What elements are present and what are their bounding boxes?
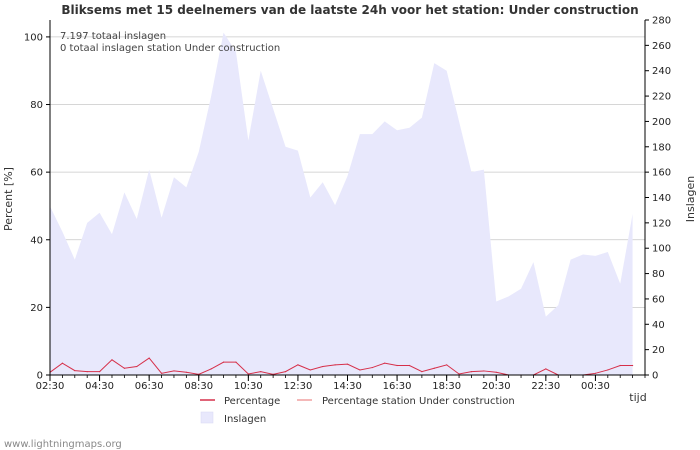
y-left-tick-label-4: 80 xyxy=(30,100,43,111)
percentage-point-7 xyxy=(136,365,138,368)
y-left-tick-label-2: 40 xyxy=(30,235,43,246)
percentage-point-27 xyxy=(384,362,386,364)
x-tick-label-5: 12:30 xyxy=(284,381,313,392)
percentage-point-20 xyxy=(297,364,299,366)
series-inslagen-area xyxy=(50,32,633,376)
x-tick-label-2: 06:30 xyxy=(135,381,164,392)
total-strikes-note: 7.197 totaal inslagen xyxy=(60,31,166,42)
percentage-point-34 xyxy=(470,371,473,373)
x-tick-label-11: 00:30 xyxy=(581,381,610,392)
x-tick-label-6: 14:30 xyxy=(333,381,362,392)
y-right-tick-label-12: 240 xyxy=(652,66,671,77)
y-right-tick-label-4: 80 xyxy=(652,269,665,280)
y-axis-left-title: Percent [%] xyxy=(2,167,15,231)
percentage-point-1 xyxy=(61,362,64,364)
percentage-point-23 xyxy=(334,364,336,366)
percentage-point-32 xyxy=(446,364,448,366)
percentage-point-10 xyxy=(173,370,175,372)
percentage-point-11 xyxy=(185,371,187,373)
y-right-tick-label-2: 40 xyxy=(652,320,665,331)
y-right-tick-label-8: 160 xyxy=(652,168,671,179)
percentage-point-26 xyxy=(371,366,373,369)
percentage-point-31 xyxy=(433,367,435,369)
percentage-point-16 xyxy=(247,373,249,375)
percentage-point-24 xyxy=(346,363,349,365)
series-percentage-line xyxy=(49,357,633,376)
percentage-point-8 xyxy=(148,357,150,359)
axis-layer: 0 20 40 60 80 100 0 20 40 60 80 100 120 140 160 180 200 2… xyxy=(24,16,671,393)
y-right-tick-label-13: 260 xyxy=(652,41,671,52)
percentage-point-25 xyxy=(359,369,361,371)
percentage-point-14 xyxy=(222,361,225,363)
percentage-point-9 xyxy=(160,372,163,374)
percentage-point-44 xyxy=(594,372,597,374)
y-right-tick-label-10: 200 xyxy=(652,117,671,128)
legend-strikes-swatch xyxy=(200,411,214,424)
percentage-point-5 xyxy=(111,359,113,361)
percentage-point-33 xyxy=(458,373,460,375)
legend-percentage-label: Percentage xyxy=(224,396,280,407)
percentage-point-46 xyxy=(619,364,621,367)
percentage-point-17 xyxy=(260,371,262,373)
percentage-point-45 xyxy=(607,369,609,371)
percentage-point-30 xyxy=(421,371,423,373)
x-tick-label-1: 04:30 xyxy=(85,381,114,392)
percentage-point-40 xyxy=(545,368,547,370)
y-right-tick-label-6: 120 xyxy=(652,218,671,229)
y-right-tick-label-1: 20 xyxy=(652,345,665,356)
percentage-point-6 xyxy=(123,367,125,369)
x-tick-label-3: 08:30 xyxy=(184,381,213,392)
percentage-point-47 xyxy=(632,364,634,367)
y-right-tick-label-9: 180 xyxy=(652,142,671,153)
percentage-point-28 xyxy=(396,364,398,367)
percentage-point-2 xyxy=(74,370,76,372)
area-layer xyxy=(50,32,633,376)
x-tick-label-0: 02:30 xyxy=(36,381,65,392)
percentage-point-3 xyxy=(86,371,88,373)
percentage-point-15 xyxy=(235,361,237,363)
percentage-point-29 xyxy=(408,364,411,367)
x-tick-label-4: 10:30 xyxy=(234,381,263,392)
percentage-point-19 xyxy=(284,371,287,373)
y-right-tick-label-11: 220 xyxy=(652,92,671,103)
percentage-point-4 xyxy=(98,371,101,373)
x-tick-label-7: 16:30 xyxy=(383,381,412,392)
x-axis-title: tijd xyxy=(629,391,646,404)
legend-station-percentage-label: Percentage station Under construction xyxy=(322,396,515,407)
y-right-tick-label-3: 60 xyxy=(652,294,665,305)
y-left-tick-label-1: 20 xyxy=(30,303,43,314)
percentage-point-36 xyxy=(495,371,497,373)
footer-site-link[interactable]: www.lightningmaps.org xyxy=(4,439,122,450)
y-right-tick-label-7: 140 xyxy=(652,193,671,204)
y-right-tick-label-0: 0 xyxy=(652,371,658,382)
percentage-point-21 xyxy=(309,369,311,371)
x-tick-label-9: 20:30 xyxy=(482,381,511,392)
percentage-point-35 xyxy=(483,370,485,372)
x-tick-label-8: 18:30 xyxy=(432,381,461,392)
y-left-tick-label-5: 100 xyxy=(24,32,43,43)
legend-strikes-label: Inslagen xyxy=(224,414,266,425)
y-right-tick-label-5: 100 xyxy=(652,244,671,255)
chart-title: Bliksems met 15 deelnemers van de laatst… xyxy=(61,3,638,17)
percentage-point-22 xyxy=(322,365,324,368)
y-axis-right-title: Inslagen xyxy=(684,176,697,222)
station-strikes-note: 0 totaal inslagen station Under construc… xyxy=(60,43,280,54)
y-right-tick-label-14: 280 xyxy=(652,16,671,27)
y-left-tick-label-0: 0 xyxy=(37,371,43,382)
x-tick-label-10: 22:30 xyxy=(531,381,560,392)
percentage-point-13 xyxy=(210,368,212,370)
y-left-tick-label-3: 60 xyxy=(30,168,43,179)
